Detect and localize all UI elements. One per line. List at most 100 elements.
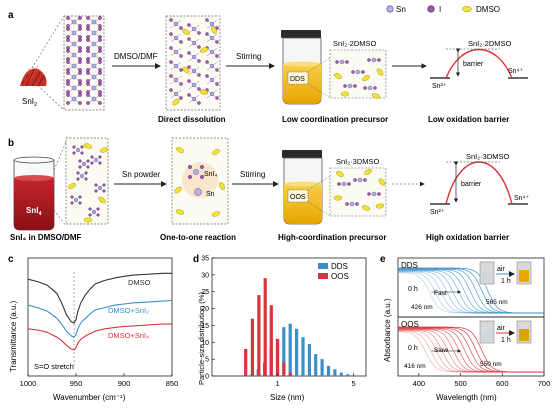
energy-barrier-b xyxy=(430,161,528,205)
sn-atom xyxy=(93,157,99,163)
reaction-halo xyxy=(182,162,218,198)
speed-dds: Fast xyxy=(434,290,447,297)
i-atom xyxy=(98,101,102,105)
i-atom xyxy=(102,189,106,193)
panel-e: e 400 500 600 700 Wavelength (nm) Absorbanc… xyxy=(380,254,550,402)
i-atom xyxy=(355,202,359,206)
i-atom xyxy=(215,54,219,58)
sn-atom xyxy=(91,52,97,58)
y-tick-label: 0 xyxy=(205,374,209,381)
i-atom xyxy=(188,175,192,179)
y-tick-label: 10 xyxy=(201,340,209,347)
sn-atom xyxy=(191,82,197,88)
bar-oos xyxy=(282,362,286,376)
i-atom xyxy=(78,38,82,42)
i-atom xyxy=(80,145,84,149)
sn-atom xyxy=(193,169,199,175)
i-atom xyxy=(78,57,82,61)
bar-dds xyxy=(295,328,299,376)
i-atom xyxy=(215,68,219,72)
series-line-2 xyxy=(27,323,172,351)
dmso-molecule xyxy=(376,68,384,76)
bar-oos xyxy=(276,338,280,376)
i-atom xyxy=(86,101,90,105)
i-atom xyxy=(102,183,106,187)
sn-atom xyxy=(173,21,179,27)
series-label-dmso: DMSO xyxy=(128,278,151,287)
panel-a: a SnI2 DMSO/DMF Direct dissolution Stirr… xyxy=(8,10,528,124)
i-atom xyxy=(215,40,219,44)
beaker-label: SnI4 xyxy=(26,206,42,217)
sn-atom xyxy=(347,83,353,89)
i-atom xyxy=(169,88,173,92)
panel-e-letter: e xyxy=(380,254,386,265)
i-atom xyxy=(361,70,365,74)
i-atom xyxy=(78,82,82,86)
i-atom xyxy=(169,46,173,50)
i-atom xyxy=(200,175,204,179)
legend-oos-swatch xyxy=(318,273,328,279)
series-label-dmso-sni2: DMSO+SnI₂ xyxy=(108,306,149,315)
i-atom xyxy=(66,90,70,94)
i-atom xyxy=(98,38,102,42)
sn-atom xyxy=(191,68,197,74)
sn-atom xyxy=(367,85,373,91)
sn-atom xyxy=(371,191,377,197)
i-atom xyxy=(98,27,102,31)
bar-oos xyxy=(263,278,267,376)
energy-barrier-a xyxy=(430,48,528,79)
complex-molecule-a xyxy=(334,57,384,99)
dmso-molecule xyxy=(340,91,350,97)
i-atom xyxy=(98,35,102,39)
i-atom xyxy=(86,82,90,86)
y-tick-label: 30 xyxy=(201,272,209,279)
dmso-molecule xyxy=(364,168,372,176)
i-atom xyxy=(66,16,70,20)
i-atom xyxy=(187,37,191,41)
i-atom xyxy=(200,165,204,169)
i-atom xyxy=(86,16,90,20)
additive-label: Sn powder xyxy=(122,170,161,179)
i-atom xyxy=(345,202,349,206)
barrier-caption-b: High oxidation barrier xyxy=(426,233,509,242)
i-atom xyxy=(78,27,82,31)
complex-label-b: SnI₂·3DMSO xyxy=(336,157,380,166)
i-atom xyxy=(66,68,70,72)
i-atom xyxy=(66,46,70,50)
sn-legend-icon xyxy=(386,5,394,13)
vial-label-b: OOS xyxy=(290,194,306,201)
i-atom xyxy=(86,49,90,53)
dmso-molecule xyxy=(371,93,381,99)
i-atom xyxy=(66,38,70,42)
stirring-label-a: Stirring xyxy=(236,52,261,61)
plot-e-ylabel: Absorbance (a.u.) xyxy=(383,298,392,362)
plot-c-ylabel: Transmittance (a.u.) xyxy=(9,300,18,372)
dmso-molecule xyxy=(176,146,184,154)
bar-dds xyxy=(339,372,343,376)
bar-oos xyxy=(288,372,292,376)
dmso-molecule xyxy=(172,98,180,106)
i-atom xyxy=(205,32,209,36)
edge-end-oos: 550 nm xyxy=(480,361,502,368)
i-atom xyxy=(367,192,371,196)
panel-c-letter: c xyxy=(8,254,14,265)
subplot-label-dds: DDS xyxy=(401,261,418,270)
legend-dds: DDS xyxy=(331,262,348,271)
complex-label-a: SnI₂·2DMSO xyxy=(333,39,377,48)
i-atom xyxy=(98,68,102,72)
one-to-one-reaction xyxy=(174,146,226,217)
sn-atom xyxy=(71,52,77,58)
i-atom xyxy=(377,58,381,62)
i-atom xyxy=(197,73,201,77)
x-tick-label: 400 xyxy=(413,379,426,388)
right-state-b: Sn⁴⁺ xyxy=(514,195,530,202)
air-label-dds: air xyxy=(497,266,505,273)
x-tick-label: 1 xyxy=(275,379,279,388)
sn-atom xyxy=(91,41,97,47)
series-line-0 xyxy=(27,272,172,324)
dmso-molecule xyxy=(83,217,93,223)
sn-atom xyxy=(81,161,87,167)
dmso-molecule xyxy=(199,47,209,53)
i-atom xyxy=(373,86,377,90)
